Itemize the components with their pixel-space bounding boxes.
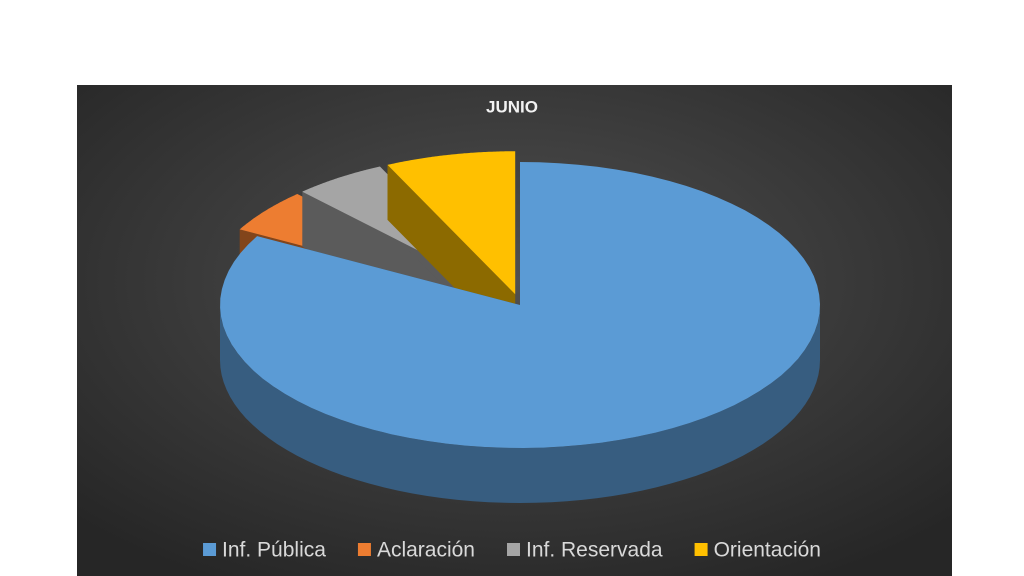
- legend: Inf. Pública Aclaración Inf. Reservada Orie…: [203, 539, 821, 562]
- chart-title: JUNIO: [486, 97, 538, 116]
- slice-side: [220, 305, 820, 503]
- legend-label: Orientación: [714, 539, 821, 562]
- pie-slice: [220, 162, 821, 503]
- legend-swatch: [507, 543, 520, 556]
- slice-top: [220, 162, 821, 448]
- legend-swatch: [203, 543, 217, 556]
- legend-label: Inf. Reservada: [526, 539, 663, 562]
- legend-label: Inf. Pública: [222, 539, 326, 562]
- legend-label: Aclaración: [377, 539, 475, 562]
- slice-top: [387, 151, 516, 295]
- legend-swatch: [694, 543, 708, 556]
- legend-swatch: [357, 543, 371, 556]
